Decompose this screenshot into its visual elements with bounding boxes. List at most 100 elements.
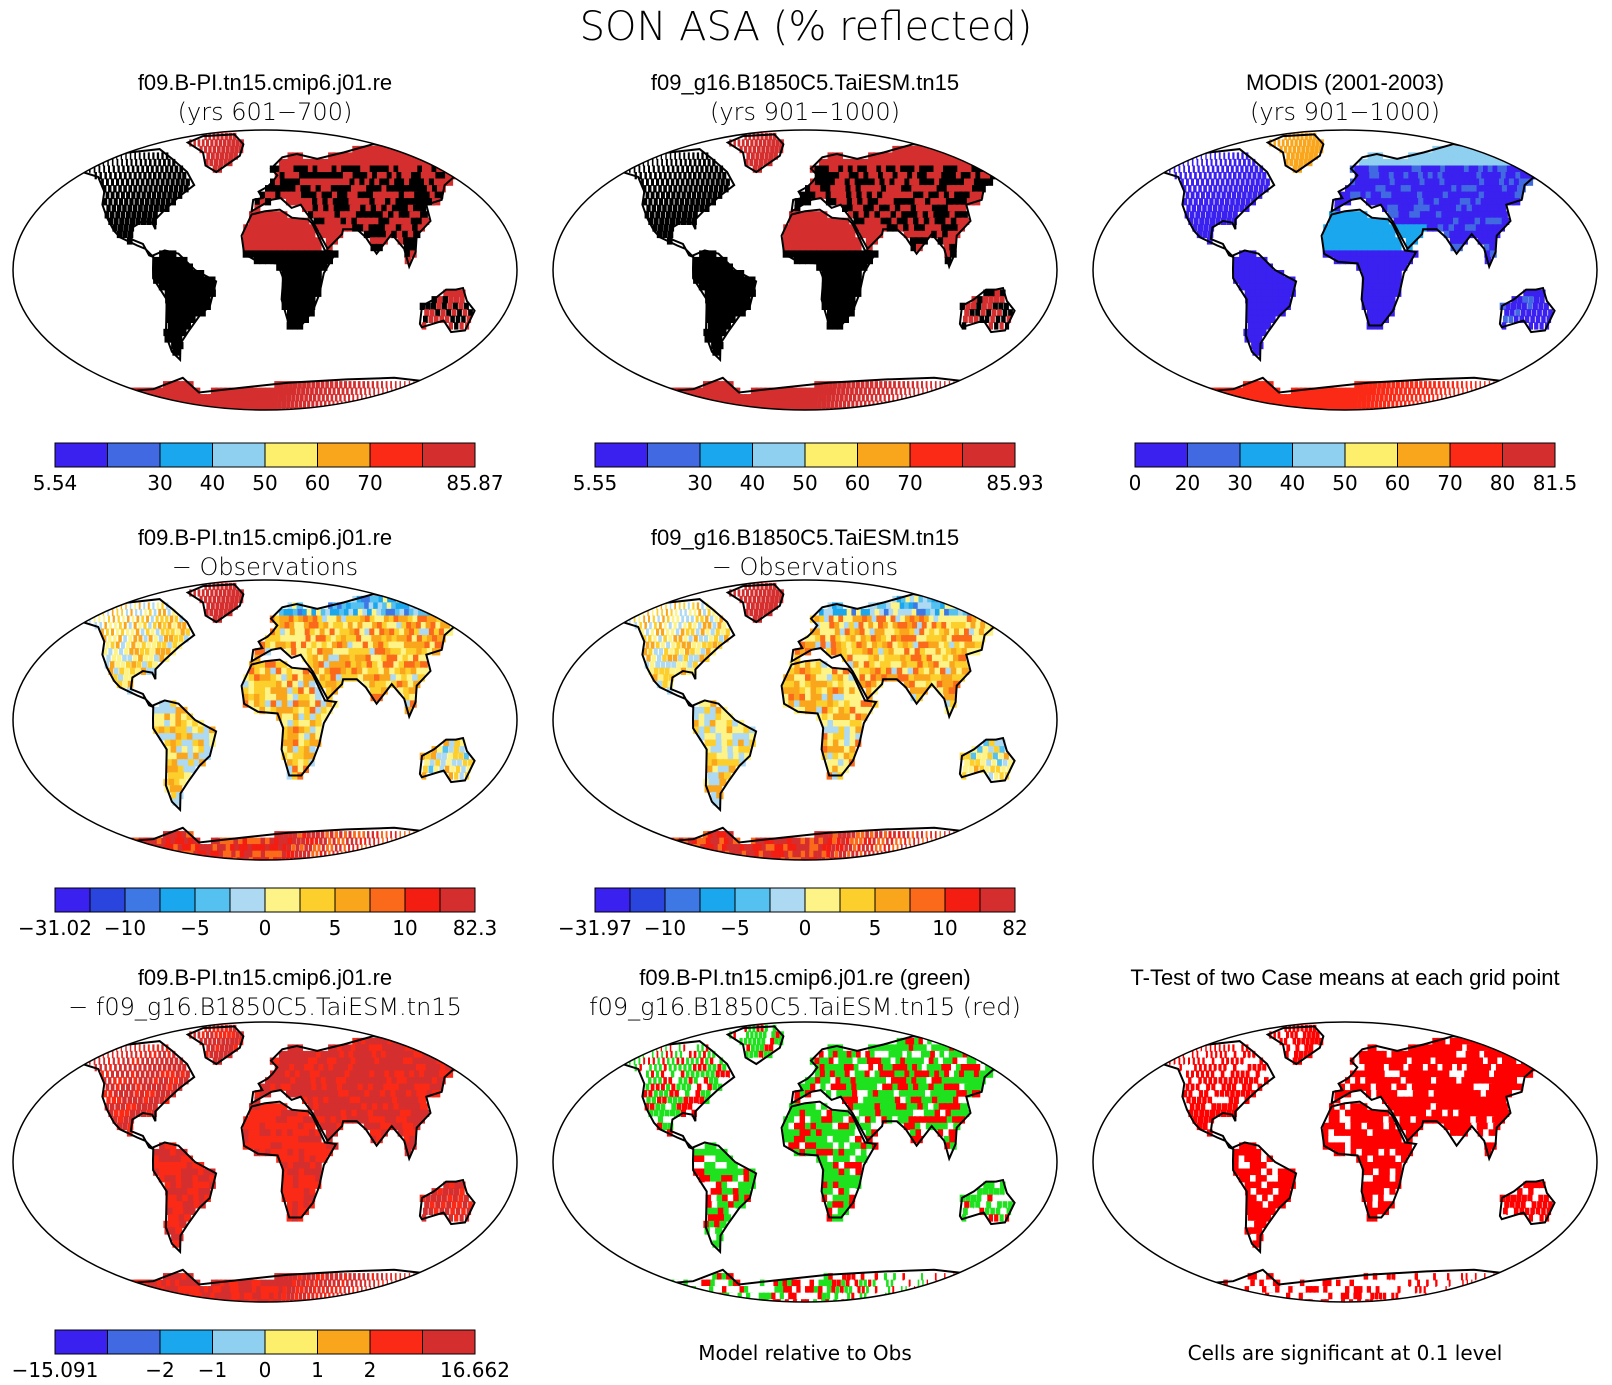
map-cell xyxy=(893,381,896,389)
map-cell xyxy=(800,387,806,395)
map-cell xyxy=(1530,165,1541,173)
map-cell xyxy=(360,165,369,173)
map-cell xyxy=(352,191,360,199)
map-cell xyxy=(146,165,149,173)
map-cell xyxy=(79,158,81,167)
map-cell xyxy=(275,191,282,199)
map-cell xyxy=(109,211,115,219)
map-cell xyxy=(805,237,812,245)
map-cell xyxy=(411,648,420,656)
map-cell xyxy=(95,414,104,421)
map-cell xyxy=(152,661,158,669)
map-cell xyxy=(715,335,723,343)
map-cell xyxy=(333,172,341,180)
map-cell xyxy=(931,394,933,402)
map-cell xyxy=(99,414,108,421)
map-cell xyxy=(193,589,196,597)
map-cell xyxy=(821,276,829,284)
map-cell xyxy=(409,178,418,186)
map-cell xyxy=(325,407,328,410)
map-cell xyxy=(140,628,145,636)
map-cell xyxy=(903,224,911,232)
map-cell xyxy=(122,230,128,239)
map-cell xyxy=(216,132,220,141)
map-cell xyxy=(141,615,145,623)
map-cell xyxy=(125,152,127,160)
map-cell xyxy=(403,237,411,245)
map-cell xyxy=(879,211,887,219)
map-cell xyxy=(1404,400,1407,408)
map-cell xyxy=(157,191,162,199)
map-cell xyxy=(928,407,932,410)
map-cell xyxy=(904,152,913,160)
map-cell xyxy=(141,641,146,649)
map-cell xyxy=(939,381,941,389)
coastlines xyxy=(1139,133,1559,410)
map-cell xyxy=(1414,158,1422,167)
map-cell xyxy=(939,394,942,402)
map-cell xyxy=(821,217,828,225)
map-cell xyxy=(1187,152,1189,160)
map-cell xyxy=(1250,296,1258,304)
map-cell xyxy=(88,602,90,610)
map-cell xyxy=(321,641,329,649)
map-cell xyxy=(921,185,930,193)
map-cell xyxy=(253,243,261,252)
map-cell xyxy=(1436,217,1444,225)
map-cell xyxy=(458,302,464,310)
map-cell xyxy=(94,394,106,402)
map-cell xyxy=(851,400,855,408)
map-cell xyxy=(709,414,716,421)
map-cell xyxy=(359,387,362,395)
map-cell xyxy=(417,165,427,173)
map-cell xyxy=(1509,309,1515,317)
map-cell xyxy=(328,172,336,180)
map-cell xyxy=(292,289,300,297)
map-cell xyxy=(1414,178,1422,186)
map-cell xyxy=(1277,400,1286,408)
map-cell xyxy=(1383,230,1390,239)
map-cell xyxy=(388,615,398,623)
map-cell xyxy=(860,158,868,167)
map-cell xyxy=(169,414,176,421)
map-cell xyxy=(1308,152,1314,160)
map-cell xyxy=(188,387,196,395)
map-cell xyxy=(369,165,378,173)
map-cell xyxy=(210,139,214,147)
map-cell xyxy=(651,204,657,212)
map-cell xyxy=(805,191,811,199)
map-cell xyxy=(683,204,689,212)
coastline-au xyxy=(958,286,1016,334)
map-cell xyxy=(838,243,845,252)
map-cell xyxy=(1213,172,1217,180)
map-cell xyxy=(1366,224,1374,232)
map-cell xyxy=(1366,315,1373,323)
map-cell xyxy=(1423,198,1431,206)
map-cell xyxy=(153,608,157,617)
map-cell xyxy=(217,595,221,604)
map-cell xyxy=(445,381,447,389)
map-cell xyxy=(704,250,711,258)
map-cell xyxy=(404,394,406,402)
map-cell xyxy=(839,394,844,402)
map-cell xyxy=(1239,407,1250,410)
map-cell xyxy=(825,191,832,199)
map-cell xyxy=(147,387,157,395)
map-cell xyxy=(318,622,326,630)
map-cell xyxy=(1218,152,1221,160)
map-cell xyxy=(1462,152,1471,160)
map-cell xyxy=(151,407,162,410)
map-cell xyxy=(703,328,711,337)
map-cell xyxy=(1443,224,1451,232)
map-cell xyxy=(924,178,933,186)
map-cell xyxy=(113,185,117,193)
colorbar-swatch xyxy=(54,442,108,468)
map-cell xyxy=(254,661,261,669)
map-cell xyxy=(870,230,878,239)
map-cell xyxy=(334,661,342,669)
map-cell xyxy=(1524,315,1530,323)
map-cell xyxy=(299,394,304,402)
map-cell xyxy=(768,152,774,160)
map-cell xyxy=(1202,414,1210,421)
map-cell xyxy=(686,165,689,173)
